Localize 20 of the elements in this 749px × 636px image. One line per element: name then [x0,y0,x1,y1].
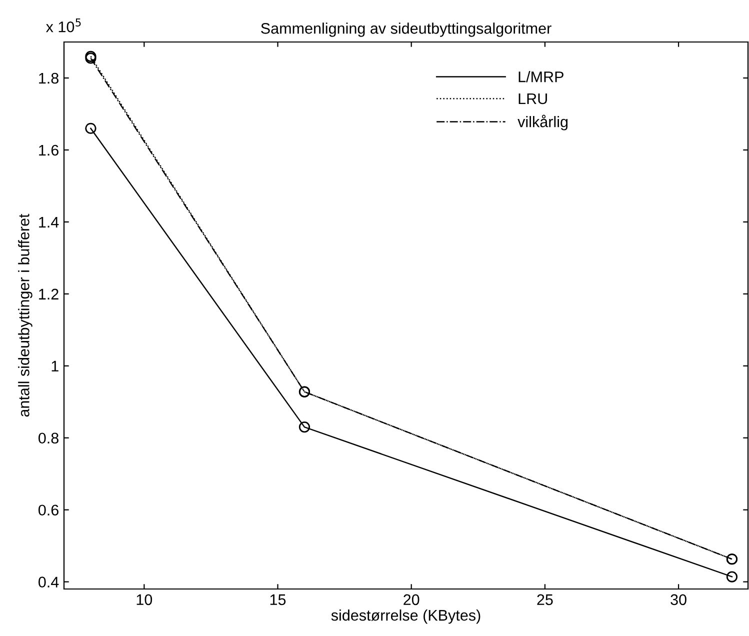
x-axis-title: sidestørrelse (KBytes) [331,609,480,624]
x-tick-label: 10 [136,594,152,606]
chart-title: Sammenligning av sideutbyttingsalgoritmer [261,22,552,37]
x-tick-label: 30 [670,594,686,606]
x-tick-label: 20 [404,594,420,606]
legend-label: vilkårlig [518,114,568,130]
legend-label: LRU [518,93,547,104]
y-tick-label: 0.8 [38,432,58,444]
y-tick-label: 1.4 [39,216,59,228]
y-tick-label: 1 [52,360,58,372]
y-axis-title: antall sideutbyttinger i bufferet [18,214,32,417]
y-tick-label: 1.8 [39,72,58,84]
y-tick-label: 0.6 [38,504,58,516]
x-tick-label: 15 [270,594,286,606]
y-tick-label: 1.2 [39,288,58,300]
legend-label: L/MRP [518,71,564,82]
y-tick-label: 1.6 [39,144,58,156]
y-tick-label: 0.4 [38,576,59,588]
x-tick-label: 25 [537,594,553,606]
text: x 10$^{5}$ [46,18,81,32]
